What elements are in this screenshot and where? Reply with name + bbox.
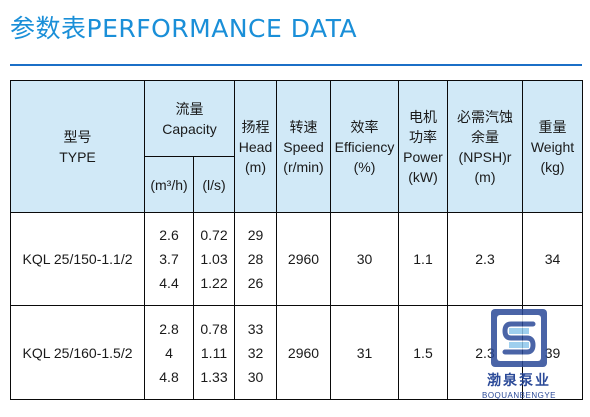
header-power-en: Power [403,148,443,165]
cell-capacity-ls-value: 1.03 [200,251,228,267]
header-speed: 转速 Speed (r/min) [276,80,331,213]
header-capacity: 流量 Capacity [144,80,235,157]
header-power-cn1: 电机 [409,108,437,125]
table-row: KQL 25/150-1.1/2 2.6 3.7 4.4 0.72 1.03 1.22 29 2… [10,212,583,306]
cell-head: 29 28 26 [234,212,277,306]
header-power-cn2: 功率 [409,128,437,145]
cell-capacity-ls: 0.72 1.03 1.22 [193,212,235,306]
header-npsh-cn2: 余量 [471,128,499,145]
table-row: KQL 25/160-1.5/2 2.8 4 4.8 0.78 1.11 1.33 33 32 3… [10,305,583,400]
cell-npsh: 2.3 [447,212,523,306]
cell-head-value: 33 [247,320,264,337]
header-efficiency-en: Efficiency [334,138,395,155]
header-weight: 重量 Weight (kg) [522,80,583,213]
header-type-cn: 型号 [63,128,92,145]
header-npsh-unit: (m) [474,168,496,185]
cell-capacity-m3h-value: 2.6 [159,227,179,243]
header-npsh-cn1: 必需汽蚀 [457,108,513,125]
cell-capacity-m3h: 2.8 4 4.8 [144,305,194,400]
header-efficiency: 效率 Efficiency (%) [330,80,399,213]
cell-head-value: 29 [247,227,264,243]
cell-weight: 34 [522,212,583,306]
header-speed-unit: (r/min) [283,158,324,175]
header-efficiency-cn: 效率 [350,118,379,135]
header-npsh: 必需汽蚀 余量 (NPSH)r (m) [447,80,523,213]
header-head-en: Head [238,138,273,155]
header-capacity-en: Capacity [162,120,217,137]
header-capacity-cn: 流量 [175,100,204,117]
header-type-en: TYPE [59,148,96,165]
cell-npsh: 2.3 [447,305,523,400]
cell-capacity-m3h-value: 4.8 [159,368,179,385]
cell-head-value: 26 [247,275,264,291]
cell-speed: 2960 [276,212,331,306]
header-weight-en: Weight [530,138,575,155]
cell-type: KQL 25/160-1.5/2 [10,305,145,400]
header-weight-unit: (kg) [540,158,565,175]
cell-capacity-ls-value: 1.33 [200,368,228,385]
cell-capacity-m3h-value: 4 [165,344,173,361]
header-speed-en: Speed [283,138,324,155]
cell-power: 1.5 [398,305,448,400]
cell-capacity-ls: 0.78 1.11 1.33 [193,305,235,400]
cell-head-value: 28 [247,251,264,267]
cell-capacity-m3h-value: 2.8 [159,320,179,337]
cell-capacity-ls-value: 1.22 [200,275,228,291]
cell-efficiency: 31 [330,305,399,400]
cell-capacity-ls-value: 0.78 [200,320,228,337]
cell-capacity-m3h: 2.6 3.7 4.4 [144,212,194,306]
header-type: 型号 TYPE [10,80,145,213]
cell-efficiency: 30 [330,212,399,306]
cell-weight: 39 [522,305,583,400]
title-underline [10,64,582,66]
page-title: 参数表PERFORMANCE DATA [10,14,358,43]
header-speed-cn: 转速 [289,118,318,135]
cell-speed: 2960 [276,305,331,400]
cell-capacity-ls-value: 0.72 [200,227,228,243]
header-weight-cn: 重量 [538,118,567,135]
header-head: 扬程 Head (m) [234,80,277,213]
header-efficiency-unit: (%) [353,158,376,175]
cell-head-value: 30 [247,368,264,385]
header-capacity-ls: (l/s) [193,156,235,213]
header-power-unit: (kW) [408,168,438,185]
cell-head-value: 32 [247,344,264,361]
table-body: KQL 25/150-1.1/2 2.6 3.7 4.4 0.72 1.03 1.22 29 2… [10,212,583,400]
header-capacity-m3h: (m³/h) [144,156,194,213]
cell-capacity-m3h-value: 4.4 [159,275,179,291]
header-head-cn: 扬程 [241,118,270,135]
cell-capacity-m3h-value: 3.7 [159,251,179,267]
cell-head: 33 32 30 [234,305,277,400]
cell-power: 1.1 [398,212,448,306]
cell-capacity-ls-value: 1.11 [200,344,228,361]
header-head-unit: (m) [245,158,266,175]
performance-table: 型号 TYPE 流量 Capacity 扬程 Head (m) 转速 Speed… [10,80,583,400]
cell-type: KQL 25/150-1.1/2 [10,212,145,306]
header-npsh-en: (NPSH)r [458,148,512,165]
header-power: 电机 功率 Power (kW) [398,80,448,213]
